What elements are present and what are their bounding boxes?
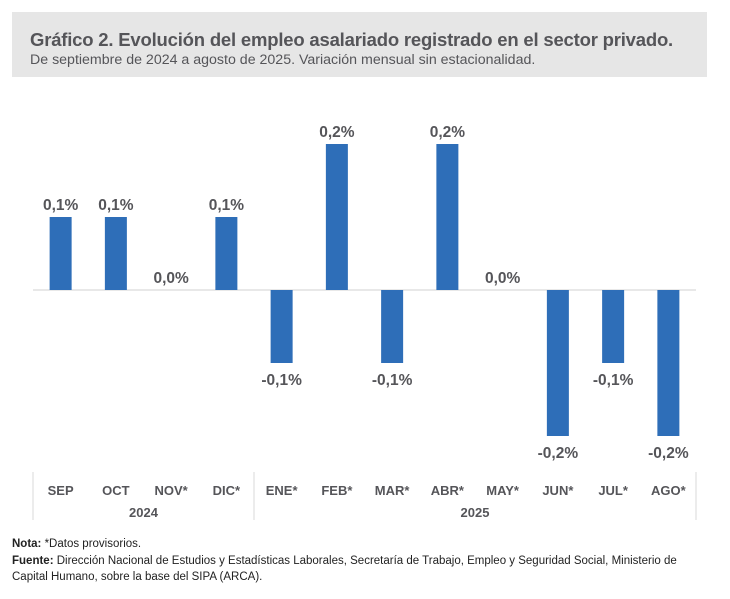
x-tick-label: JUL* <box>598 483 629 498</box>
x-tick-label: JUN* <box>542 483 574 498</box>
x-tick-label: MAR* <box>375 483 411 498</box>
x-tick-label: SEP <box>48 483 74 498</box>
data-label: 0,0% <box>485 270 521 287</box>
bar-mar <box>381 290 404 363</box>
bar-chart: 0,1% SEP 0,1% OCT 0,0% NOV* 0,1% DIC* -0,1% ENE* 0… <box>32 124 697 520</box>
data-label: -0,2% <box>648 445 689 462</box>
x-tick-label: NOV* <box>155 483 189 498</box>
data-label: -0,2% <box>538 445 579 462</box>
bar-jul <box>602 290 625 363</box>
bar-sep <box>49 217 72 290</box>
bar-jun <box>546 290 569 436</box>
year-group-label: 2025 <box>461 505 490 520</box>
source-line-2: Capital Humano, sobre la base del SIPA (… <box>12 571 263 583</box>
x-tick-label: DIC* <box>213 483 241 498</box>
x-tick-label: AGO* <box>651 483 687 498</box>
data-label: 0,1% <box>43 197 79 214</box>
bar-ago <box>657 290 680 436</box>
bar-oct <box>104 217 127 290</box>
data-label: 0,2% <box>319 124 355 141</box>
data-label: 0,1% <box>209 197 245 214</box>
year-group-label: 2024 <box>129 505 159 520</box>
source-text: Dirección Nacional de Estudios y Estadís… <box>53 555 677 567</box>
bar-abr <box>436 144 459 290</box>
note-line: Nota: *Datos provisorios. <box>12 538 141 550</box>
x-tick-label: ENE* <box>266 483 299 498</box>
source-label: Fuente: <box>12 555 54 567</box>
data-label: -0,1% <box>593 372 634 389</box>
data-label: 0,2% <box>430 124 466 141</box>
bar-feb <box>325 144 348 290</box>
note-text: *Datos provisorios. <box>41 538 142 550</box>
x-tick-label: ABR* <box>431 483 465 498</box>
chart-title-box: Gráfico 2. Evolución del empleo asalaria… <box>12 12 707 77</box>
data-label: 0,0% <box>153 270 189 287</box>
bar-dic <box>215 217 238 290</box>
note-label: Nota: <box>12 538 42 550</box>
x-tick-label: FEB* <box>321 483 353 498</box>
bar-ene <box>270 290 293 363</box>
chart-title: Gráfico 2. Evolución del empleo asalaria… <box>30 29 673 50</box>
data-label: -0,1% <box>372 372 413 389</box>
data-label: -0,1% <box>261 372 302 389</box>
x-tick-label: OCT <box>102 483 130 498</box>
chart-subtitle: De septiembre de 2024 a agosto de 2025. … <box>30 52 536 68</box>
data-label: 0,1% <box>98 197 134 214</box>
source-line: Fuente: Dirección Nacional de Estudios y… <box>12 555 677 567</box>
x-tick-label: MAY* <box>486 483 520 498</box>
